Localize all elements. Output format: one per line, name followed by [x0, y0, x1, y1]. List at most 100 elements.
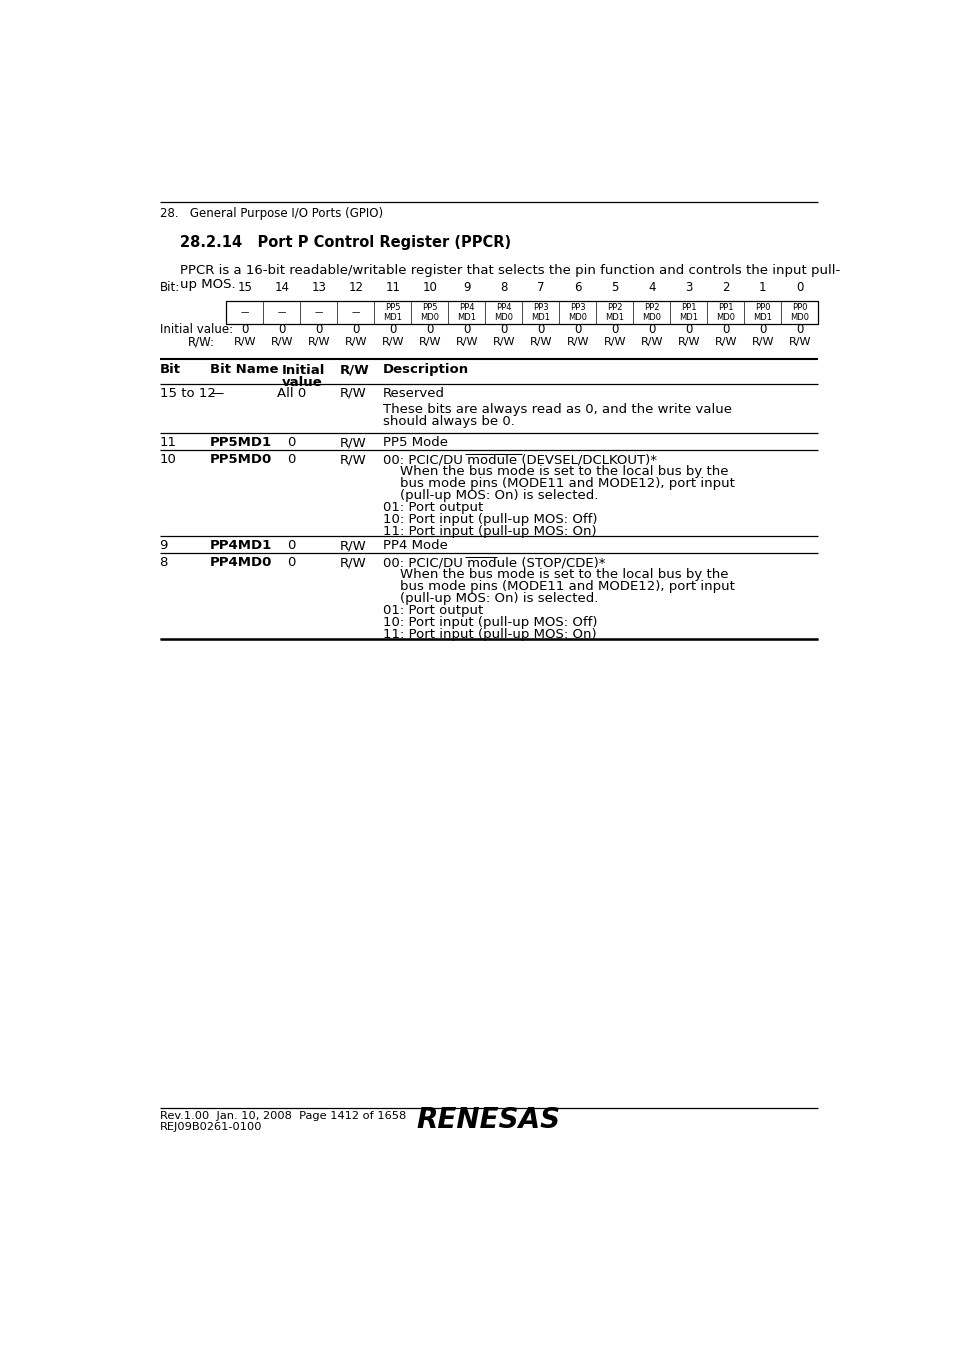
Text: R/W: R/W	[492, 338, 515, 347]
Text: 9: 9	[159, 539, 168, 552]
Text: PP2
MD1: PP2 MD1	[604, 302, 623, 321]
Text: Bit: Bit	[159, 363, 180, 377]
Text: PP4 Mode: PP4 Mode	[382, 539, 447, 552]
Text: PP5
MD1: PP5 MD1	[383, 302, 402, 321]
Text: 0: 0	[389, 324, 396, 336]
Text: 0: 0	[721, 324, 729, 336]
Text: up MOS.: up MOS.	[180, 278, 235, 290]
Text: (pull-up MOS: On) is selected.: (pull-up MOS: On) is selected.	[382, 489, 598, 502]
Text: Rev.1.00  Jan. 10, 2008  Page 1412 of 1658: Rev.1.00 Jan. 10, 2008 Page 1412 of 1658	[159, 1111, 405, 1122]
Text: 0: 0	[287, 556, 295, 570]
Text: 15 to 12: 15 to 12	[159, 387, 215, 400]
Text: 0: 0	[574, 324, 580, 336]
Text: R/W: R/W	[233, 338, 255, 347]
Text: 10: 10	[159, 454, 176, 466]
Text: PP4
MD0: PP4 MD0	[494, 302, 513, 321]
Text: 4: 4	[647, 281, 655, 294]
Text: (pull-up MOS: On) is selected.: (pull-up MOS: On) is selected.	[382, 593, 598, 605]
Text: All 0: All 0	[276, 387, 306, 400]
Text: 14: 14	[274, 281, 289, 294]
Text: 0: 0	[795, 324, 802, 336]
Text: bus mode pins (MODE11 and MODE12), port input: bus mode pins (MODE11 and MODE12), port …	[382, 477, 734, 490]
Text: When the bus mode is set to the local bus by the: When the bus mode is set to the local bu…	[382, 464, 727, 478]
Text: 0: 0	[499, 324, 507, 336]
Text: 0: 0	[287, 454, 295, 466]
Text: R/W: R/W	[340, 387, 367, 400]
Bar	[226, 301, 818, 324]
Text: R/W: R/W	[677, 338, 700, 347]
Text: 0: 0	[352, 324, 359, 336]
Text: 0: 0	[795, 281, 802, 294]
Text: PP4
MD1: PP4 MD1	[456, 302, 476, 321]
Text: —: —	[240, 308, 249, 317]
Text: 2: 2	[721, 281, 729, 294]
Text: Initial value:: Initial value:	[159, 324, 233, 336]
Text: 15: 15	[237, 281, 252, 294]
Text: PP4MD0: PP4MD0	[210, 556, 272, 570]
Text: —: —	[277, 308, 286, 317]
Text: R/W: R/W	[381, 338, 403, 347]
Text: 0: 0	[462, 324, 470, 336]
Text: R/W: R/W	[455, 338, 477, 347]
Text: REJ09B0261-0100: REJ09B0261-0100	[159, 1122, 262, 1133]
Text: R/W: R/W	[307, 338, 330, 347]
Text: R/W: R/W	[340, 539, 367, 552]
Text: R/W: R/W	[529, 338, 552, 347]
Text: PP4MD1: PP4MD1	[210, 539, 272, 552]
Text: 0: 0	[241, 324, 248, 336]
Text: R/W: R/W	[751, 338, 773, 347]
Text: 8: 8	[159, 556, 168, 570]
Text: —: —	[351, 308, 359, 317]
Text: 5: 5	[611, 281, 618, 294]
Text: R/W: R/W	[340, 436, 367, 450]
Text: R/W: R/W	[340, 556, 367, 570]
Text: —: —	[210, 387, 223, 400]
Text: PP5MD1: PP5MD1	[210, 436, 272, 450]
Text: Initial: Initial	[282, 363, 325, 377]
Text: bus mode pins (MODE11 and MODE12), port input: bus mode pins (MODE11 and MODE12), port …	[382, 580, 734, 593]
Text: 7: 7	[537, 281, 544, 294]
Text: 0: 0	[314, 324, 322, 336]
Text: 11: 11	[159, 436, 176, 450]
Text: PP0
MD0: PP0 MD0	[789, 302, 808, 321]
Text: 0: 0	[287, 539, 295, 552]
Text: 10: Port input (pull-up MOS: Off): 10: Port input (pull-up MOS: Off)	[382, 616, 597, 629]
Text: 0: 0	[537, 324, 544, 336]
Text: RENESAS: RENESAS	[416, 1106, 560, 1134]
Text: R/W: R/W	[271, 338, 293, 347]
Text: 00: PCIC/DU module (STOP/CDE)*: 00: PCIC/DU module (STOP/CDE)*	[382, 556, 604, 570]
Text: 28.   General Purpose I/O Ports (GPIO): 28. General Purpose I/O Ports (GPIO)	[159, 208, 382, 220]
Text: 8: 8	[499, 281, 507, 294]
Text: When the bus mode is set to the local bus by the: When the bus mode is set to the local bu…	[382, 568, 727, 582]
Text: PP0
MD1: PP0 MD1	[753, 302, 772, 321]
Text: 13: 13	[311, 281, 326, 294]
Text: 0: 0	[426, 324, 433, 336]
Text: PP3
MD1: PP3 MD1	[531, 302, 550, 321]
Text: R/W:: R/W:	[187, 336, 214, 348]
Text: 0: 0	[759, 324, 765, 336]
Text: Bit:: Bit:	[159, 281, 179, 294]
Text: PP5 Mode: PP5 Mode	[382, 436, 447, 450]
Text: 11: Port input (pull-up MOS: On): 11: Port input (pull-up MOS: On)	[382, 525, 596, 537]
Text: 1: 1	[759, 281, 766, 294]
Text: R/W: R/W	[566, 338, 588, 347]
Text: PP3
MD0: PP3 MD0	[568, 302, 587, 321]
Text: PPCR is a 16-bit readable/writable register that selects the pin function and co: PPCR is a 16-bit readable/writable regis…	[180, 263, 840, 277]
Text: Description: Description	[382, 363, 468, 377]
Text: PP5MD0: PP5MD0	[210, 454, 272, 466]
Text: 0: 0	[684, 324, 692, 336]
Text: 00: PCIC/DU module (DEVSEL/DCLKOUT)*: 00: PCIC/DU module (DEVSEL/DCLKOUT)*	[382, 454, 656, 466]
Text: 0: 0	[287, 436, 295, 450]
Text: PP5
MD0: PP5 MD0	[419, 302, 438, 321]
Text: 11: 11	[385, 281, 400, 294]
Text: R/W: R/W	[788, 338, 810, 347]
Text: 10: 10	[422, 281, 436, 294]
Text: R/W: R/W	[418, 338, 440, 347]
Text: 11: Port input (pull-up MOS: On): 11: Port input (pull-up MOS: On)	[382, 628, 596, 641]
Text: PP2
MD0: PP2 MD0	[641, 302, 660, 321]
Text: 3: 3	[684, 281, 692, 294]
Text: value: value	[282, 375, 322, 389]
Text: Bit Name: Bit Name	[210, 363, 278, 377]
Text: R/W: R/W	[639, 338, 662, 347]
Text: 28.2.14   Port P Control Register (PPCR): 28.2.14 Port P Control Register (PPCR)	[180, 235, 511, 250]
